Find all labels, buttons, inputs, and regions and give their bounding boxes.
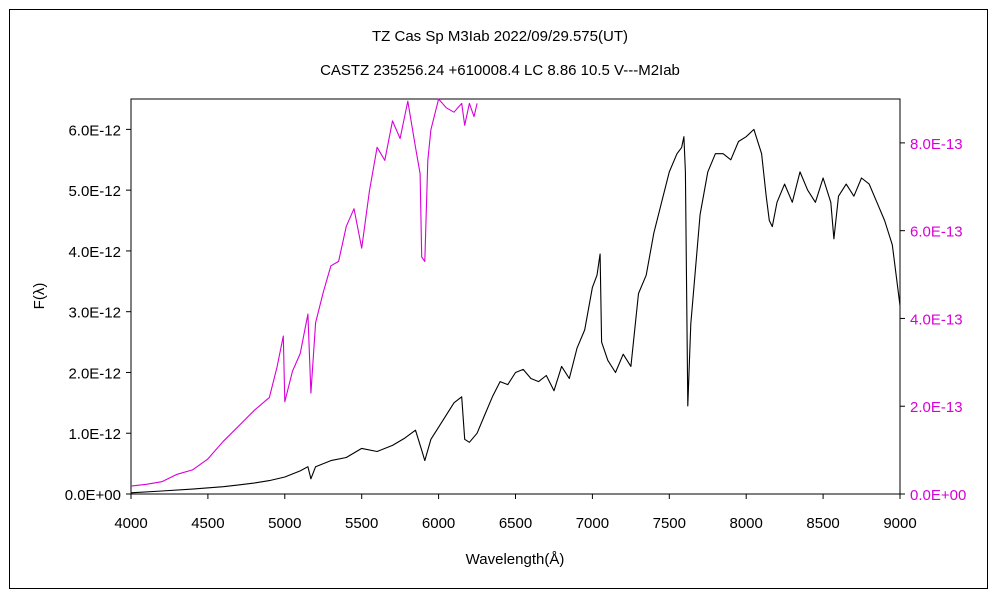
chart-subtitle: CASTZ 235256.24 +610008.4 LC 8.86 10.5 V… xyxy=(320,62,680,79)
y-right-tick-label: 8.0E-13 xyxy=(910,136,963,153)
x-tick-label: 9000 xyxy=(883,515,916,532)
y-axis-right: 0.0E+00 2.0E-13 4.0E-13 6.0E-13 8.0E-13 xyxy=(900,136,966,504)
x-axis: 4000 4500 5000 5500 6000 6500 7000 7500 8000 8500… xyxy=(114,494,917,532)
y-axis-label: F(λ) xyxy=(31,283,48,310)
x-tick-label: 8500 xyxy=(806,515,839,532)
y-left-tick-label: 6.0E-12 xyxy=(68,122,121,139)
y-axis-left: 0.0E+00 1.0E-12 2.0E-12 3.0E-12 4.0E-12 5.0E-… xyxy=(65,122,131,504)
x-tick-label: 6000 xyxy=(422,515,455,532)
series-line-secondary xyxy=(130,98,478,487)
y-right-tick-label: 2.0E-13 xyxy=(910,399,963,416)
series-line-primary xyxy=(130,128,901,494)
x-axis-label: Wavelength(Å) xyxy=(466,551,565,568)
y-left-tick-label: 0.0E+00 xyxy=(65,487,121,504)
y-left-tick-label: 2.0E-12 xyxy=(68,365,121,382)
x-tick-label: 5000 xyxy=(268,515,301,532)
y-left-tick-label: 1.0E-12 xyxy=(68,426,121,443)
y-right-tick-label: 6.0E-13 xyxy=(910,224,963,241)
chart-frame xyxy=(9,9,988,589)
chart-title: TZ Cas Sp M3Iab 2022/09/29.575(UT) xyxy=(372,28,628,45)
y-left-tick-label: 5.0E-12 xyxy=(68,183,121,200)
x-tick-label: 6500 xyxy=(499,515,532,532)
y-right-tick-label: 0.0E+00 xyxy=(910,487,966,504)
x-tick-label: 4000 xyxy=(114,515,147,532)
x-tick-label: 7000 xyxy=(576,515,609,532)
plot-area xyxy=(130,98,901,495)
x-tick-label: 8000 xyxy=(730,515,763,532)
x-tick-label: 7500 xyxy=(653,515,686,532)
series-lines xyxy=(130,98,901,494)
x-tick-label: 5500 xyxy=(345,515,378,532)
y-left-tick-label: 3.0E-12 xyxy=(68,305,121,322)
y-left-tick-label: 4.0E-12 xyxy=(68,244,121,261)
y-right-tick-label: 4.0E-13 xyxy=(910,311,963,328)
x-tick-label: 4500 xyxy=(191,515,224,532)
